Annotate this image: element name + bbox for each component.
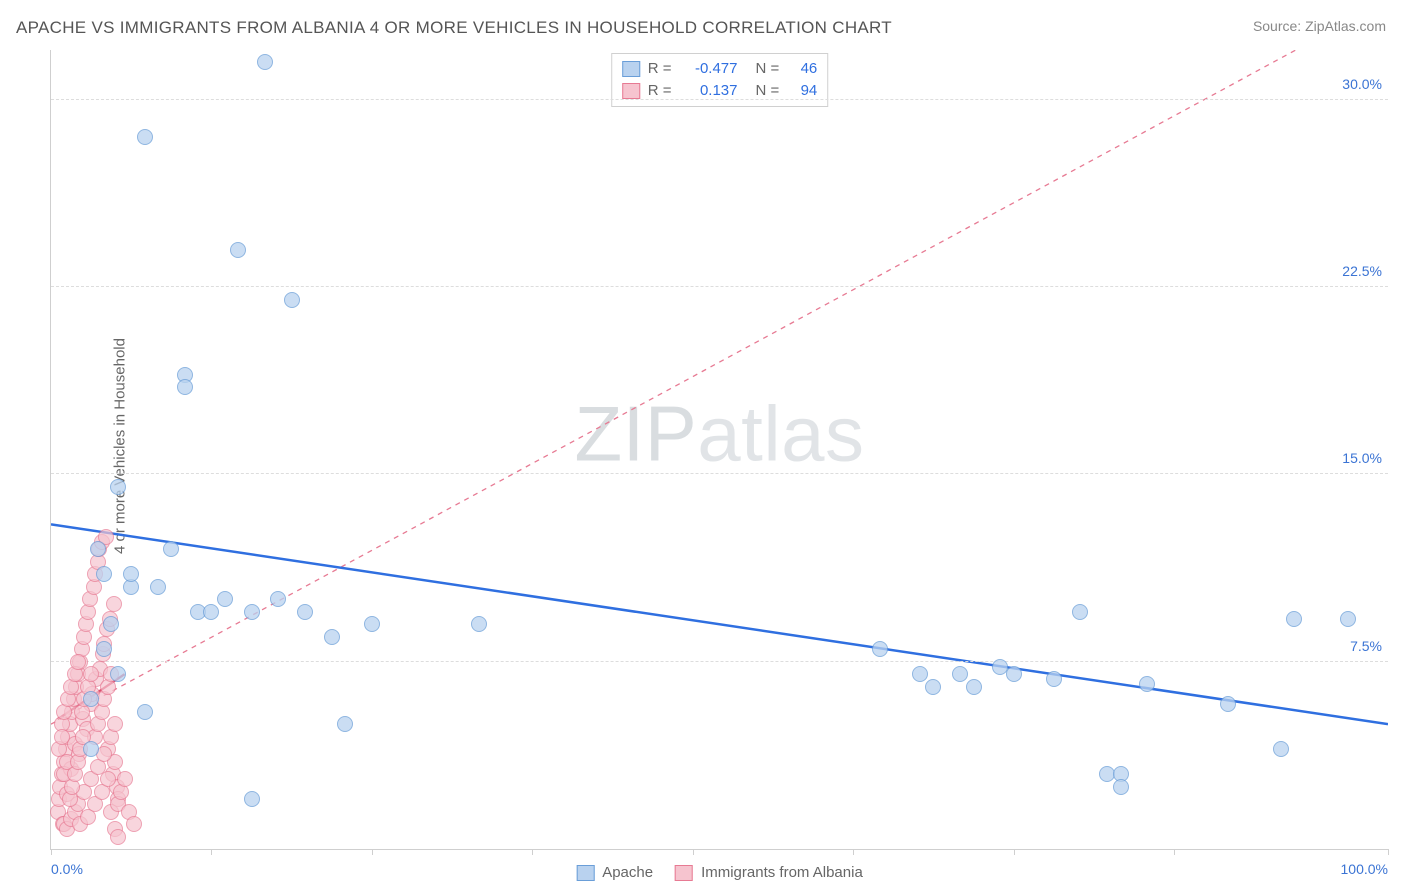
data-point-apache [83,691,99,707]
data-point-apache [1139,676,1155,692]
xtick [211,849,212,855]
data-point-apache [177,379,193,395]
data-point-apache [337,716,353,732]
data-point-apache [872,641,888,657]
data-point-albania [126,816,142,832]
data-point-apache [471,616,487,632]
r-value-apache: -0.477 [680,58,738,80]
data-point-apache [110,479,126,495]
data-point-apache [110,666,126,682]
legend-item-apache: Apache [576,864,653,881]
data-point-apache [1113,779,1129,795]
data-point-apache [137,704,153,720]
data-point-apache [123,566,139,582]
n-value-apache: 46 [787,58,817,80]
xtick [532,849,533,855]
ytick-label: 7.5% [1350,638,1382,654]
data-point-albania [100,771,116,787]
data-point-albania [54,729,70,745]
data-point-apache [103,616,119,632]
gridline [51,99,1388,100]
data-point-apache [1072,604,1088,620]
data-point-apache [297,604,313,620]
data-point-apache [217,591,233,607]
data-point-apache [952,666,968,682]
swatch-apache [576,865,594,881]
data-point-albania [70,654,86,670]
xtick [1174,849,1175,855]
source-label: Source: ZipAtlas.com [1253,18,1386,34]
data-point-apache [1220,696,1236,712]
legend-label-apache: Apache [602,864,653,881]
data-point-apache [96,566,112,582]
xtick [372,849,373,855]
data-point-apache [244,604,260,620]
data-point-albania [106,596,122,612]
data-point-apache [244,791,260,807]
chart-title: APACHE VS IMMIGRANTS FROM ALBANIA 4 OR M… [16,18,892,38]
data-point-albania [110,829,126,845]
data-point-apache [1046,671,1062,687]
data-point-apache [1273,741,1289,757]
ytick-label: 30.0% [1342,76,1382,92]
xtick-label: 0.0% [51,861,83,877]
xtick-label: 100.0% [1341,861,1388,877]
ytick-label: 22.5% [1342,263,1382,279]
data-point-apache [203,604,219,620]
data-point-apache [83,741,99,757]
data-point-apache [966,679,982,695]
r-label: R = [648,58,672,80]
xtick [51,849,52,855]
swatch-apache [622,61,640,77]
series-legend: Apache Immigrants from Albania [576,864,863,881]
gridline [51,661,1388,662]
swatch-albania [622,83,640,99]
data-point-apache [96,641,112,657]
data-point-apache [324,629,340,645]
gridline [51,473,1388,474]
xtick [1014,849,1015,855]
data-point-apache [257,54,273,70]
data-point-apache [90,541,106,557]
xtick [1388,849,1389,855]
data-point-apache [150,579,166,595]
stats-row-apache: R = -0.477 N = 46 [622,58,818,80]
data-point-apache [364,616,380,632]
n-label: N = [756,58,780,80]
trend-lines [51,50,1388,849]
watermark: ZIPatlas [574,388,864,479]
xtick [853,849,854,855]
data-point-albania [107,716,123,732]
data-point-apache [163,541,179,557]
data-point-albania [83,666,99,682]
data-point-apache [230,242,246,258]
data-point-apache [912,666,928,682]
data-point-apache [270,591,286,607]
xtick [693,849,694,855]
ytick-label: 15.0% [1342,450,1382,466]
watermark-thin: atlas [697,389,864,477]
gridline [51,286,1388,287]
legend-label-albania: Immigrants from Albania [701,864,863,881]
data-point-apache [284,292,300,308]
plot-area: ZIPatlas R = -0.477 N = 46 R = 0.137 N =… [50,50,1388,850]
data-point-apache [1006,666,1022,682]
chart-container: APACHE VS IMMIGRANTS FROM ALBANIA 4 OR M… [0,0,1406,892]
data-point-apache [1340,611,1356,627]
data-point-apache [1286,611,1302,627]
data-point-albania [117,771,133,787]
swatch-albania [675,865,693,881]
data-point-apache [137,129,153,145]
data-point-apache [925,679,941,695]
watermark-bold: ZIP [574,389,697,477]
legend-item-albania: Immigrants from Albania [675,864,863,881]
